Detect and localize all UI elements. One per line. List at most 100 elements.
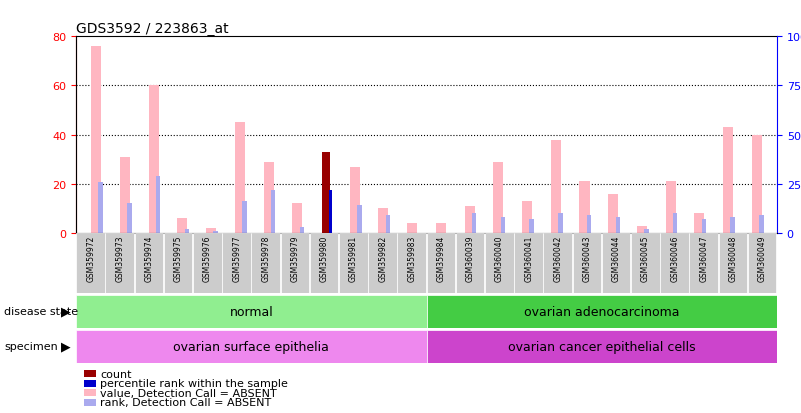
Bar — [748, 233, 776, 293]
Bar — [579, 182, 590, 233]
Bar — [608, 194, 618, 233]
Bar — [731, 218, 735, 233]
Bar — [76, 295, 427, 328]
Bar — [752, 135, 762, 233]
Text: count: count — [100, 369, 131, 379]
Text: GSM359978: GSM359978 — [261, 235, 271, 281]
Bar — [702, 220, 706, 233]
Text: GSM360044: GSM360044 — [612, 235, 621, 282]
Bar — [514, 233, 543, 293]
Bar — [177, 218, 187, 233]
Text: GSM360042: GSM360042 — [553, 235, 562, 281]
Text: GSM359972: GSM359972 — [87, 235, 95, 281]
Bar — [427, 233, 455, 293]
Text: GSM359977: GSM359977 — [232, 235, 241, 282]
Bar — [378, 209, 388, 233]
Text: GSM360048: GSM360048 — [729, 235, 738, 281]
Bar — [427, 330, 777, 363]
Bar — [690, 233, 718, 293]
Bar — [759, 216, 763, 233]
Bar — [280, 233, 309, 293]
Text: GSM359973: GSM359973 — [115, 235, 124, 282]
Bar — [91, 47, 101, 233]
Bar — [193, 233, 222, 293]
Bar — [615, 218, 620, 233]
Text: GSM359979: GSM359979 — [291, 235, 300, 282]
Text: ▶: ▶ — [61, 339, 70, 353]
Bar — [163, 233, 192, 293]
Bar — [271, 190, 276, 233]
Bar — [242, 202, 247, 233]
Bar — [587, 216, 591, 233]
Text: disease state: disease state — [4, 306, 78, 316]
Bar — [135, 233, 163, 293]
Text: GDS3592 / 223863_at: GDS3592 / 223863_at — [76, 22, 229, 36]
Bar — [465, 206, 475, 233]
Bar — [149, 86, 159, 233]
Text: GSM360045: GSM360045 — [641, 235, 650, 282]
Bar — [386, 216, 390, 233]
Bar — [456, 233, 485, 293]
Bar — [206, 228, 216, 233]
Bar — [529, 220, 533, 233]
Bar — [493, 162, 503, 233]
Text: GSM359980: GSM359980 — [320, 235, 329, 281]
Text: GSM359984: GSM359984 — [437, 235, 445, 281]
Text: GSM360043: GSM360043 — [582, 235, 592, 282]
Bar — [485, 233, 513, 293]
Bar — [323, 152, 329, 233]
Bar — [99, 183, 103, 233]
Bar — [694, 214, 704, 233]
Text: ovarian cancer epithelial cells: ovarian cancer epithelial cells — [508, 340, 695, 354]
Bar — [543, 233, 572, 293]
Bar — [222, 233, 251, 293]
Bar — [185, 230, 189, 233]
Bar — [602, 233, 630, 293]
Bar — [105, 233, 134, 293]
Text: GSM359981: GSM359981 — [349, 235, 358, 281]
Bar — [339, 233, 368, 293]
Bar — [573, 233, 602, 293]
Bar — [501, 218, 505, 233]
Bar — [631, 233, 659, 293]
Bar — [292, 204, 302, 233]
Bar — [436, 223, 446, 233]
Bar — [328, 190, 332, 233]
Bar — [368, 233, 396, 293]
Bar — [357, 206, 361, 233]
Bar — [472, 214, 477, 233]
Text: GSM360049: GSM360049 — [758, 235, 767, 282]
Bar — [522, 202, 532, 233]
Bar — [300, 228, 304, 233]
Text: value, Detection Call = ABSENT: value, Detection Call = ABSENT — [100, 388, 277, 398]
Bar — [723, 128, 733, 233]
Bar — [127, 204, 131, 233]
Bar — [660, 233, 689, 293]
Bar — [120, 157, 130, 233]
Text: normal: normal — [229, 305, 273, 318]
Bar — [673, 214, 678, 233]
Bar — [558, 214, 562, 233]
Text: GSM359974: GSM359974 — [145, 235, 154, 282]
Bar — [551, 140, 561, 233]
Text: ovarian surface epithelia: ovarian surface epithelia — [173, 340, 329, 354]
Text: specimen: specimen — [4, 341, 58, 351]
Text: GSM360039: GSM360039 — [466, 235, 475, 282]
Bar — [213, 231, 218, 233]
Bar — [666, 182, 676, 233]
Bar — [76, 233, 105, 293]
Text: GSM360041: GSM360041 — [524, 235, 533, 281]
Text: GSM359982: GSM359982 — [378, 235, 387, 281]
Text: GSM360040: GSM360040 — [495, 235, 504, 282]
Bar — [407, 223, 417, 233]
Bar — [76, 330, 427, 363]
Text: GSM359976: GSM359976 — [203, 235, 212, 282]
Text: GSM360047: GSM360047 — [699, 235, 708, 282]
Text: percentile rank within the sample: percentile rank within the sample — [100, 378, 288, 388]
Bar — [264, 162, 274, 233]
Bar — [637, 226, 647, 233]
Text: ovarian adenocarcinoma: ovarian adenocarcinoma — [524, 305, 679, 318]
Text: GSM360046: GSM360046 — [670, 235, 679, 282]
Bar — [310, 233, 338, 293]
Bar — [235, 123, 245, 233]
